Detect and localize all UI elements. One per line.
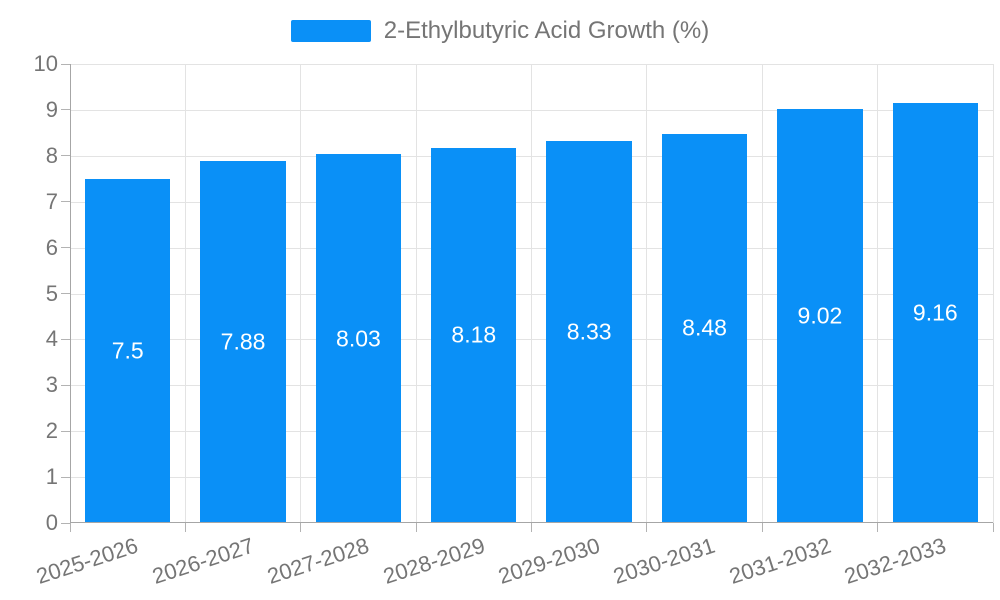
x-tick-label: 2027-2028 — [264, 532, 373, 589]
y-axis-tick — [61, 384, 70, 386]
bar-value-label: 9.02 — [797, 302, 843, 329]
y-axis-tick — [61, 338, 70, 340]
x-tick-label: 2031-2032 — [725, 532, 834, 589]
y-axis-tick — [61, 63, 70, 65]
x-tick-label: 2026-2027 — [148, 532, 257, 589]
bar-value-label: 8.18 — [451, 321, 497, 348]
y-tick-label: 7 — [45, 188, 58, 214]
plot-area: 7.5 7.88 8.03 8.18 8.33 8.48 9.02 9.16 — [70, 64, 994, 523]
y-axis-tick — [61, 247, 70, 249]
grid-line-vertical — [184, 64, 186, 523]
x-axis-tick — [69, 523, 71, 532]
x-axis-tick — [761, 523, 763, 532]
bar-value-label: 8.33 — [566, 318, 612, 345]
bar-value-label: 7.5 — [111, 337, 144, 364]
x-tick-label: 2030-2031 — [610, 532, 719, 589]
y-axis-tick — [61, 109, 70, 111]
y-axis-tick — [61, 155, 70, 157]
y-axis-tick — [61, 430, 70, 432]
bar[interactable] — [315, 154, 402, 523]
x-axis-tick — [646, 523, 648, 532]
grid-line-vertical — [646, 64, 648, 523]
x-axis-tick — [992, 523, 994, 532]
bar[interactable] — [777, 108, 863, 523]
y-tick-label: 8 — [45, 142, 58, 168]
bar[interactable] — [431, 147, 517, 523]
y-axis-tick — [61, 201, 70, 203]
y-axis-tick — [61, 476, 70, 478]
grid-line-vertical — [877, 64, 879, 523]
grid-line-vertical — [992, 64, 994, 523]
y-axis-line — [70, 64, 71, 523]
grid-line-vertical — [531, 64, 532, 523]
x-axis-tick — [184, 523, 186, 532]
x-axis-tick — [531, 523, 532, 532]
x-axis-line — [70, 522, 993, 523]
bar-value-label: 9.16 — [912, 299, 958, 326]
y-tick-label: 6 — [45, 234, 58, 260]
bar-value-label: 7.88 — [220, 328, 266, 355]
x-axis-tick — [877, 523, 879, 532]
x-tick-label: 2032-2033 — [841, 532, 950, 589]
legend-item[interactable]: 2-Ethylbutyric Acid Growth (%) — [0, 17, 1000, 44]
x-tick-label: 2029-2030 — [495, 532, 603, 589]
y-tick-label: 2 — [45, 418, 58, 444]
y-tick-label: 4 — [45, 326, 58, 352]
y-tick-label: 9 — [45, 96, 58, 122]
bar[interactable] — [200, 161, 286, 523]
legend-swatch-icon — [290, 20, 371, 43]
legend-label: 2-Ethylbutyric Acid Growth (%) — [383, 17, 710, 44]
y-tick-label: 10 — [33, 51, 58, 76]
y-axis-tick — [61, 522, 70, 524]
grid-line-vertical — [300, 64, 302, 523]
x-tick-label: 2028-2029 — [379, 532, 488, 589]
x-axis-tick — [300, 523, 302, 532]
bar[interactable] — [661, 133, 748, 523]
y-axis-tick — [61, 293, 70, 294]
y-tick-label: 3 — [45, 372, 58, 398]
grid-line-vertical — [761, 64, 763, 523]
y-tick-label: 1 — [45, 464, 58, 490]
x-tick-label: 2025-2026 — [33, 532, 142, 589]
y-tick-label: 0 — [45, 510, 58, 535]
bar[interactable] — [546, 140, 632, 523]
grid-line-vertical — [415, 64, 417, 523]
bar-value-label: 8.03 — [336, 325, 381, 352]
bar[interactable] — [84, 178, 171, 523]
bar[interactable] — [892, 102, 978, 523]
bar-value-label: 8.48 — [682, 314, 727, 341]
x-axis-tick — [415, 523, 417, 532]
y-tick-label: 5 — [45, 280, 58, 306]
